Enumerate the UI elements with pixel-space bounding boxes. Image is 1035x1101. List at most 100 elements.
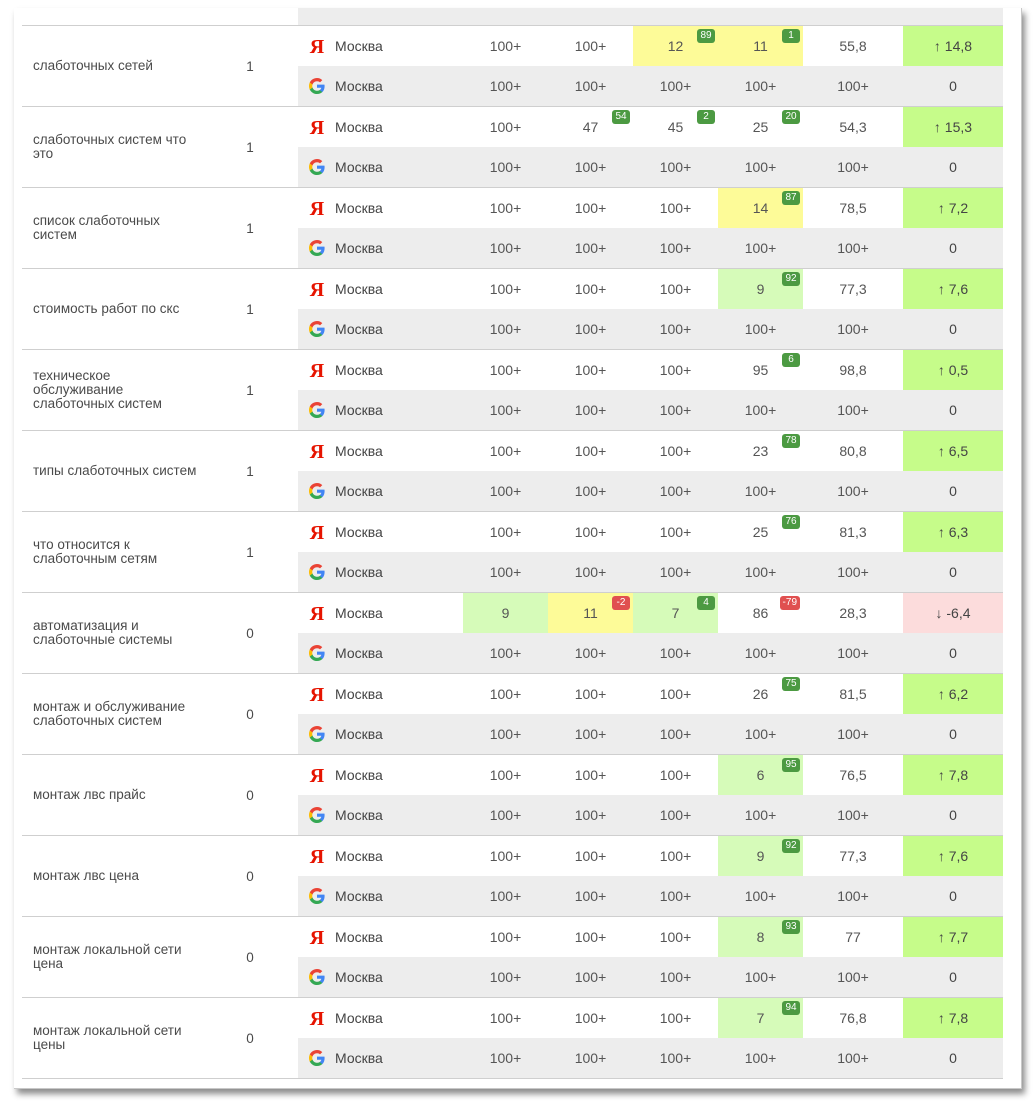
region-label: Москва	[335, 402, 383, 418]
table-row[interactable]: монтаж локальной сети цена 0 Я Москва 100+ 10…	[22, 916, 1003, 997]
position-cell: 26 75	[718, 674, 803, 714]
average-position: 80,8	[839, 443, 867, 459]
position-value: 11	[583, 605, 598, 621]
keyword-label: монтаж локальной сети цена	[33, 942, 182, 971]
position-cell: 100+	[633, 309, 718, 349]
position-cell: 7 94	[718, 998, 803, 1038]
table-row[interactable]: монтаж локальной сети цены 0 Я Москва 100+ 10…	[22, 997, 1003, 1079]
position-value: 100+	[574, 402, 607, 418]
position-value: 100+	[659, 240, 692, 256]
google-line: Москва 100+ 100+ 100+ 100+ 100+ 0	[298, 795, 1003, 835]
region-label: Москва	[335, 321, 383, 337]
svg-text:Я: Я	[310, 765, 325, 785]
position-cell: 100+	[463, 228, 548, 268]
position-value: 100+	[659, 686, 692, 702]
position-value: 100+	[489, 362, 522, 378]
position-value: 100+	[659, 929, 692, 945]
svg-text:Я: Я	[310, 522, 325, 542]
svg-text:Я: Я	[310, 441, 325, 461]
keyword-label: монтаж локальной сети цены	[33, 1023, 182, 1052]
table-row[interactable]: что относится к слаботочным сетям 1 Я Москв…	[22, 511, 1003, 592]
table-row[interactable]: автоматизация и слаботочные системы 0 Я Мос…	[22, 592, 1003, 673]
position-value: 100+	[489, 200, 522, 216]
yandex-line: Я Москва 100+ 100+ 100+ 25 76 81,3 ↑ 6,3	[298, 512, 1003, 552]
position-cell: 100+	[463, 917, 548, 957]
dynamics-cell: 0	[949, 483, 957, 499]
keyword-count: 1	[246, 463, 254, 479]
position-cell: 100+	[633, 836, 718, 876]
position-value: 100+	[489, 1010, 522, 1026]
table-row[interactable]: техническое обслуживание слаботочных сис…	[22, 349, 1003, 430]
position-cell: 14 87	[718, 188, 803, 228]
google-icon	[307, 319, 327, 339]
average-position: 100+	[837, 969, 869, 985]
position-value: 100+	[659, 524, 692, 540]
position-cell: 9 92	[718, 269, 803, 309]
average-position: 81,3	[839, 524, 867, 540]
position-value: 100+	[744, 483, 777, 499]
position-value: 100+	[489, 524, 522, 540]
table-row[interactable]: слаботочных систем что это 1 Я Москва 100+ 47…	[22, 106, 1003, 187]
position-value: 100+	[574, 1010, 607, 1026]
position-value: 100+	[659, 78, 692, 94]
position-change-badge: 95	[782, 758, 800, 772]
region-label: Москва	[335, 726, 383, 742]
position-cell: 100+	[548, 674, 633, 714]
dynamics-cell: ↑ 14,8	[903, 26, 1003, 66]
table-row[interactable]: монтаж лвс прайс 0 Я Москва 100+ 100+ 100+ 6 95 7…	[22, 754, 1003, 835]
region-label: Москва	[335, 848, 383, 864]
position-cell: 100+	[633, 957, 718, 997]
average-position: 28,3	[839, 605, 867, 621]
position-value: 100+	[659, 1010, 692, 1026]
position-value: 100+	[489, 969, 522, 985]
position-cell: 25 76	[718, 512, 803, 552]
google-line: Москва 100+ 100+ 100+ 100+ 100+ 0	[298, 633, 1003, 673]
position-value: 100+	[489, 78, 522, 94]
dynamics-cell: ↑ 6,3	[903, 512, 1003, 552]
table-row[interactable]: список слаботочных систем 1 Я Москва 100+ 100…	[22, 187, 1003, 268]
yandex-line: Я Москва 100+ 100+ 100+ 26 75 81,5 ↑ 6,2	[298, 674, 1003, 714]
dynamics-cell: ↑ 7,2	[903, 188, 1003, 228]
position-value: 100+	[489, 483, 522, 499]
position-cell: 100+	[633, 552, 718, 592]
position-cell: 100+	[718, 1038, 803, 1078]
average-position: 100+	[837, 321, 869, 337]
average-position: 100+	[837, 807, 869, 823]
google-line: Москва 100+ 100+ 100+ 100+ 100+ 0	[298, 957, 1003, 997]
google-icon	[307, 238, 327, 258]
position-value: 100+	[659, 362, 692, 378]
position-cell: 100+	[718, 633, 803, 673]
keyword-count: 1	[246, 220, 254, 236]
position-value: 47	[582, 119, 599, 135]
average-position: 100+	[837, 726, 869, 742]
google-line: Москва 100+ 100+ 100+ 100+ 100+ 0	[298, 147, 1003, 187]
google-line: Москва 100+ 100+ 100+ 100+ 100+ 0	[298, 471, 1003, 511]
position-cell: 100+	[463, 1038, 548, 1078]
keyword-count: 0	[246, 949, 254, 965]
position-value: 100+	[574, 848, 607, 864]
dynamics-cell: ↑ 0,5	[903, 350, 1003, 390]
dynamics-cell: ↑ 15,3	[903, 107, 1003, 147]
position-value: 100+	[574, 767, 607, 783]
dynamics-cell: 0	[949, 1050, 957, 1066]
position-value: 100+	[489, 281, 522, 297]
position-cell: 45 2	[633, 107, 718, 147]
position-cell: 100+	[718, 795, 803, 835]
table-row[interactable]: слаботочных сетей 1 Я Москва 100+ 100+ 12 89 11 1…	[22, 25, 1003, 106]
position-value: 9	[756, 281, 765, 297]
table-row[interactable]: монтаж лвс цена 0 Я Москва 100+ 100+ 100+ 9 92 77…	[22, 835, 1003, 916]
keyword-count: 1	[246, 301, 254, 317]
keyword-label: список слаботочных систем	[33, 213, 160, 242]
position-value: 100+	[744, 969, 777, 985]
table-row[interactable]: типы слаботочных систем 1 Я Москва 100+ 100+ 1…	[22, 430, 1003, 511]
position-value: 100+	[659, 1050, 692, 1066]
table-row[interactable]: стоимость работ по скс 1 Я Москва 100+ 100+ 10…	[22, 268, 1003, 349]
position-value: 100+	[659, 483, 692, 499]
google-icon	[307, 562, 327, 582]
keyword-rows: слаботочных сетей 1 Я Москва 100+ 100+ 12 89 11 1…	[22, 25, 1003, 1079]
table-row[interactable]: монтаж и обслуживание слаботочных систем…	[22, 673, 1003, 754]
position-value: 100+	[489, 321, 522, 337]
position-cell: 100+	[463, 309, 548, 349]
position-value: 100+	[489, 1050, 522, 1066]
dynamics-cell: 0	[949, 726, 957, 742]
